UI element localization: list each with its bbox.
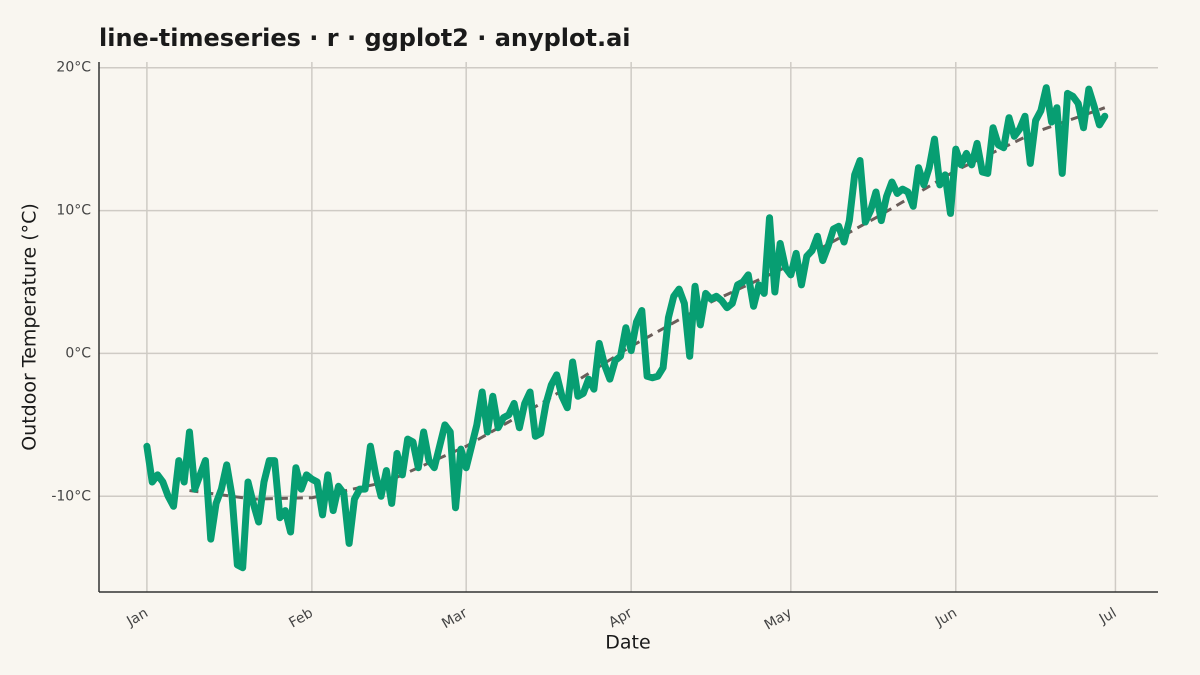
x-tick-label: Feb xyxy=(286,605,316,631)
x-tick-label: Mar xyxy=(439,605,470,632)
y-tick-label: 0°C xyxy=(65,345,91,361)
x-tick-label: Jun xyxy=(932,605,960,630)
y-tick-label: 20°C xyxy=(56,60,91,76)
x-tick-label: Apr xyxy=(606,605,635,631)
y-tick-label: -10°C xyxy=(51,488,91,504)
y-axis-title: Outdoor Temperature (°C) xyxy=(19,203,41,451)
x-tick-label: Jul xyxy=(1096,605,1120,628)
x-tick-label: May xyxy=(762,605,795,633)
data-line xyxy=(143,84,1109,572)
chart-title: line-timeseries · r · ggplot2 · anyplot.… xyxy=(99,24,631,52)
trend-line xyxy=(189,106,1106,501)
x-tick-label: Jan xyxy=(123,605,151,630)
y-tick-label: 10°C xyxy=(56,203,91,219)
x-axis-title: Date xyxy=(605,632,650,654)
